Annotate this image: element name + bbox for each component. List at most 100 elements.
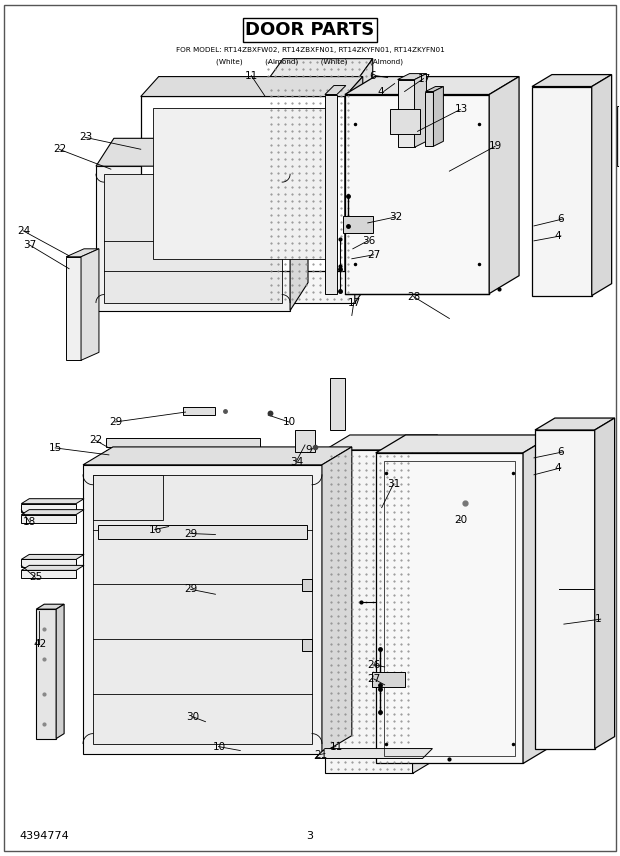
Polygon shape bbox=[302, 580, 312, 591]
Polygon shape bbox=[532, 86, 591, 295]
Polygon shape bbox=[66, 249, 99, 257]
Polygon shape bbox=[315, 748, 432, 758]
Text: 31: 31 bbox=[388, 479, 401, 489]
Text: 23: 23 bbox=[79, 133, 92, 142]
Text: 29: 29 bbox=[185, 585, 198, 594]
Polygon shape bbox=[617, 106, 620, 166]
Polygon shape bbox=[412, 435, 438, 774]
Text: 16: 16 bbox=[149, 525, 162, 534]
Text: 22: 22 bbox=[89, 435, 102, 445]
Polygon shape bbox=[372, 672, 405, 687]
Polygon shape bbox=[523, 435, 553, 764]
Text: allreplacementParts.Com: allreplacementParts.Com bbox=[244, 453, 376, 463]
Polygon shape bbox=[141, 76, 363, 97]
Text: 34: 34 bbox=[290, 457, 303, 467]
Polygon shape bbox=[104, 174, 282, 302]
Polygon shape bbox=[376, 435, 553, 453]
Polygon shape bbox=[325, 435, 438, 450]
Text: 11: 11 bbox=[246, 70, 259, 80]
Text: 10: 10 bbox=[213, 741, 226, 752]
Polygon shape bbox=[83, 465, 322, 753]
Text: 18: 18 bbox=[24, 516, 37, 526]
Text: 17: 17 bbox=[348, 298, 361, 307]
Polygon shape bbox=[325, 94, 337, 294]
Polygon shape bbox=[325, 86, 346, 94]
Polygon shape bbox=[36, 609, 56, 739]
Polygon shape bbox=[93, 475, 162, 520]
Text: 29: 29 bbox=[185, 528, 198, 538]
Text: 32: 32 bbox=[389, 212, 403, 222]
Polygon shape bbox=[21, 555, 84, 560]
Polygon shape bbox=[21, 509, 84, 514]
Polygon shape bbox=[325, 450, 412, 774]
Text: 19: 19 bbox=[489, 141, 502, 152]
Polygon shape bbox=[21, 503, 76, 512]
Text: 29: 29 bbox=[109, 417, 122, 427]
Text: 10: 10 bbox=[283, 417, 296, 427]
Text: FOR MODEL: RT14ZBXFW02, RT14ZBXFN01, RT14ZKYFN01, RT14ZKYFN01: FOR MODEL: RT14ZBXFW02, RT14ZBXFN01, RT1… bbox=[175, 47, 445, 53]
Polygon shape bbox=[83, 447, 352, 465]
Polygon shape bbox=[591, 74, 612, 295]
Polygon shape bbox=[106, 450, 180, 458]
Text: 15: 15 bbox=[49, 443, 63, 453]
Polygon shape bbox=[397, 74, 427, 80]
Polygon shape bbox=[489, 76, 519, 294]
Text: 21: 21 bbox=[314, 750, 327, 759]
Text: 26: 26 bbox=[368, 660, 381, 670]
Text: 13: 13 bbox=[454, 104, 467, 115]
Text: 37: 37 bbox=[24, 240, 37, 250]
Polygon shape bbox=[322, 447, 352, 753]
Text: 25: 25 bbox=[29, 573, 43, 582]
Text: 3: 3 bbox=[306, 831, 314, 841]
Text: 4: 4 bbox=[378, 86, 384, 97]
Polygon shape bbox=[66, 257, 81, 360]
Polygon shape bbox=[355, 59, 373, 302]
Text: 24: 24 bbox=[17, 226, 30, 236]
Text: 11: 11 bbox=[330, 741, 343, 752]
Polygon shape bbox=[153, 109, 333, 259]
Text: 1: 1 bbox=[595, 614, 601, 624]
Polygon shape bbox=[21, 560, 76, 568]
Text: 6: 6 bbox=[557, 447, 564, 457]
Text: 6: 6 bbox=[557, 214, 564, 224]
Text: 4: 4 bbox=[555, 231, 562, 241]
Polygon shape bbox=[425, 86, 443, 92]
Polygon shape bbox=[415, 74, 427, 147]
Polygon shape bbox=[330, 378, 345, 430]
Text: DOOR PARTS: DOOR PARTS bbox=[246, 21, 374, 39]
Polygon shape bbox=[345, 94, 489, 294]
Polygon shape bbox=[343, 216, 373, 233]
Text: 4394774: 4394774 bbox=[19, 831, 69, 841]
Text: 17: 17 bbox=[417, 74, 431, 84]
Polygon shape bbox=[93, 475, 312, 744]
Text: 36: 36 bbox=[361, 236, 375, 246]
Text: 28: 28 bbox=[407, 292, 421, 301]
Polygon shape bbox=[21, 570, 76, 579]
Polygon shape bbox=[96, 166, 290, 311]
Polygon shape bbox=[345, 76, 363, 270]
Text: 22: 22 bbox=[53, 145, 66, 154]
Polygon shape bbox=[397, 80, 415, 147]
Polygon shape bbox=[595, 418, 614, 748]
Polygon shape bbox=[425, 92, 433, 146]
Polygon shape bbox=[106, 438, 260, 447]
Polygon shape bbox=[141, 97, 345, 270]
Text: 42: 42 bbox=[33, 639, 46, 649]
Text: 9: 9 bbox=[305, 445, 312, 455]
Polygon shape bbox=[433, 86, 443, 146]
Polygon shape bbox=[376, 453, 523, 764]
Text: 6: 6 bbox=[370, 70, 376, 80]
Polygon shape bbox=[345, 76, 519, 94]
Text: 27: 27 bbox=[368, 250, 381, 259]
Polygon shape bbox=[182, 407, 215, 415]
Polygon shape bbox=[295, 430, 315, 452]
Polygon shape bbox=[302, 639, 312, 651]
Text: 27: 27 bbox=[368, 674, 381, 684]
Polygon shape bbox=[265, 59, 373, 84]
Polygon shape bbox=[535, 430, 595, 748]
Polygon shape bbox=[265, 84, 355, 302]
Polygon shape bbox=[21, 514, 76, 522]
Polygon shape bbox=[98, 525, 307, 539]
Text: 4: 4 bbox=[555, 463, 562, 473]
Polygon shape bbox=[389, 110, 420, 134]
